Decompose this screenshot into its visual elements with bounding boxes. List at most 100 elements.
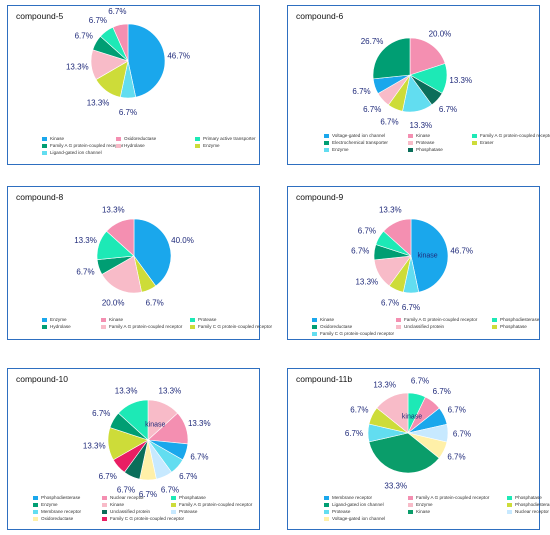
legend-item: Voltage-gated ion channel — [324, 516, 404, 521]
chart-panel-compound-6: compound-6 20.0% 13.3% 6.7% 13.3% 6.7% 6.7% 6.… — [287, 5, 550, 165]
chart-panel-compound-11b: compound-11b 6.7% 6.7% 6.7% 6.7% 6.7% 33.3% 6.… — [287, 368, 550, 530]
legend-item: Kinase — [312, 317, 392, 322]
pie-slice — [410, 218, 449, 293]
slice-label: 6.7% — [351, 247, 369, 256]
slice-label: 6.7% — [411, 376, 429, 385]
slice-label: 6.7% — [447, 453, 465, 462]
legend-swatch — [324, 509, 329, 514]
legend-item: Oxidoreductase — [116, 136, 191, 141]
legend-swatch — [312, 331, 317, 336]
legend: Kinase Family A G protein-coupled recepto… — [312, 317, 550, 336]
legend-item: Phosphatase — [171, 495, 276, 500]
pie-slice — [368, 432, 440, 474]
legend-label: Hydrolase — [124, 143, 145, 148]
legend-label: Enzyme — [41, 502, 58, 507]
slice-label: 6.7% — [352, 87, 370, 96]
slice-label: 13.3% — [74, 236, 97, 245]
legend-swatch — [507, 509, 512, 514]
legend-item: Kinase — [42, 136, 112, 141]
legend-swatch — [102, 516, 107, 521]
legend-item: Hydrolase — [116, 143, 191, 148]
legend-swatch — [33, 502, 38, 507]
panel-title: compound-6 — [296, 11, 344, 21]
pie-chart: 46.7%6.7%13.3%13.3%6.7%6.7%6.7% — [66, 7, 190, 117]
slice-label: 6.7% — [190, 452, 208, 461]
legend-label: Phosphatase — [515, 495, 542, 500]
legend-label: Enzyme — [50, 317, 67, 322]
legend-label: Eraser — [480, 140, 494, 145]
legend-item: Unclassified protein — [102, 509, 167, 514]
slice-label: 13.3% — [409, 121, 432, 130]
legend-item: Oxidoreductase — [312, 324, 392, 329]
pie-slice — [133, 218, 172, 287]
legend-swatch — [33, 509, 38, 514]
legend-swatch — [408, 133, 413, 138]
legend-swatch — [396, 317, 401, 322]
legend-item: Enzyme — [195, 143, 290, 148]
slice-label: 20.0% — [429, 30, 452, 39]
legend-swatch — [408, 140, 413, 145]
legend-item: Family C G protein-coupled receptor — [312, 331, 394, 336]
legend-swatch — [102, 509, 107, 514]
slice-label: 6.7% — [345, 429, 363, 438]
legend: Phosphodiesterase Nuclear receptor Phospha… — [33, 495, 276, 521]
legend: Voltage-gated ion channel Kinase Family A … — [324, 133, 550, 152]
legend-item: Primary active transporter — [195, 136, 290, 141]
legend-item: Family A G protein-coupled receptor — [171, 502, 276, 507]
slice-label: 13.3% — [355, 277, 378, 286]
legend-swatch — [42, 143, 47, 148]
slice-annotation: kinase — [402, 413, 422, 420]
legend-swatch — [42, 136, 47, 141]
slice-label: 6.7% — [76, 268, 94, 277]
legend-item: Phosphodiesterase — [507, 502, 550, 507]
legend-label: Phosphodiesterase — [500, 317, 540, 322]
legend-label: Oxidoreductase — [41, 516, 74, 521]
legend-label: Phosphatase — [416, 147, 443, 152]
legend-label: Unclassified protein — [404, 324, 445, 329]
legend-item: Voltage-gated ion channel — [324, 133, 404, 138]
legend-swatch — [42, 150, 47, 155]
legend-label: Ligand-gated ion channel — [50, 150, 102, 155]
legend: Membrane receptor Family A G protein-coup… — [324, 495, 550, 521]
legend-item: Family A G protein-coupled receptor — [408, 495, 503, 500]
legend-label: Primary active transporter — [203, 136, 256, 141]
legend-item: Enzyme — [42, 317, 97, 322]
slice-label: 6.7% — [381, 299, 399, 308]
legend-label: Family A G protein-coupled receptor — [416, 495, 490, 500]
legend-label: Kinase — [50, 136, 65, 141]
slice-label: 13.3% — [188, 419, 211, 428]
legend-item: Kinase — [408, 133, 468, 138]
slice-label: 6.7% — [89, 16, 107, 25]
legend-label: Membrane receptor — [332, 495, 373, 500]
legend-item: Protease — [408, 140, 468, 145]
slice-label: 13.3% — [83, 441, 106, 450]
legend-swatch — [492, 324, 497, 329]
slice-label: 6.7% — [402, 303, 420, 312]
chart-panel-compound-9: compound-9 46.7% 6.7% 6.7% 13.3% 6.7% 6.7% 13.… — [287, 186, 540, 340]
legend-label: Kinase — [416, 133, 431, 138]
legend-item: Unclassified protein — [396, 324, 488, 329]
panel-title: compound-8 — [16, 192, 64, 202]
pie-slice — [117, 399, 149, 441]
slice-label: 6.7% — [92, 409, 110, 418]
legend-item: Electrochemical transporter — [324, 140, 404, 145]
legend-item: Membrane receptor — [33, 509, 98, 514]
legend-label: Protease — [198, 317, 217, 322]
legend-label: Ligand-gated ion channel — [332, 502, 384, 507]
slice-label: 6.7% — [453, 429, 471, 438]
legend-item: Ligand-gated ion channel — [324, 502, 404, 507]
legend-label: Protease — [179, 509, 198, 514]
legend-swatch — [472, 140, 477, 145]
legend-swatch — [324, 133, 329, 138]
legend-label: Kinase — [109, 317, 124, 322]
legend-label: Phosphodiesterase — [41, 495, 81, 500]
slice-label: 13.3% — [373, 380, 396, 389]
slice-label: 13.3% — [449, 76, 472, 85]
legend-item: Protease — [190, 317, 285, 322]
legend-item: Family A G protein-coupled receptor — [42, 143, 123, 148]
legend-swatch — [102, 502, 107, 507]
legend-label: Enzyme — [203, 143, 220, 148]
legend-label: Enzyme — [416, 502, 433, 507]
slice-label: 13.3% — [159, 387, 182, 396]
slice-label: 13.3% — [115, 387, 138, 396]
